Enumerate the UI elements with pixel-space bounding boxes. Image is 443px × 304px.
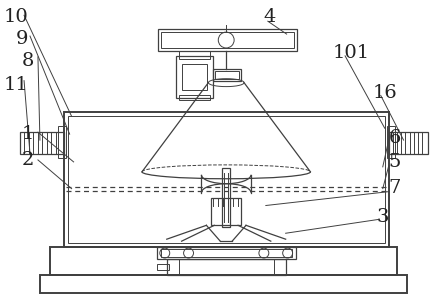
Bar	[211, 198, 241, 225]
Bar	[50, 247, 396, 275]
Text: 101: 101	[333, 44, 369, 62]
Text: 2: 2	[22, 151, 34, 169]
Text: 4: 4	[264, 8, 276, 26]
Bar	[182, 64, 207, 90]
Bar	[214, 69, 241, 81]
Text: 3: 3	[377, 209, 389, 226]
Text: 5: 5	[389, 153, 401, 171]
Text: 1: 1	[22, 125, 34, 143]
Text: 10: 10	[4, 8, 28, 26]
Bar	[176, 56, 214, 98]
Bar	[161, 32, 294, 48]
Bar	[215, 71, 239, 79]
Text: 7: 7	[389, 179, 401, 197]
Bar	[158, 29, 296, 51]
Text: 9: 9	[16, 30, 28, 48]
Bar	[179, 95, 210, 101]
Bar	[387, 126, 395, 158]
Bar	[161, 249, 291, 257]
Bar	[389, 132, 428, 154]
Bar	[58, 126, 66, 158]
Text: 16: 16	[373, 84, 397, 102]
Text: 6: 6	[389, 129, 401, 147]
Bar	[157, 264, 169, 270]
Text: 11: 11	[4, 76, 28, 94]
Bar	[167, 259, 286, 275]
Bar	[222, 168, 230, 227]
Bar	[68, 116, 385, 243]
Bar	[64, 112, 389, 247]
Bar	[20, 132, 64, 154]
Bar	[157, 247, 295, 259]
Text: 8: 8	[22, 52, 34, 70]
Bar	[179, 51, 210, 59]
Bar	[40, 275, 407, 293]
